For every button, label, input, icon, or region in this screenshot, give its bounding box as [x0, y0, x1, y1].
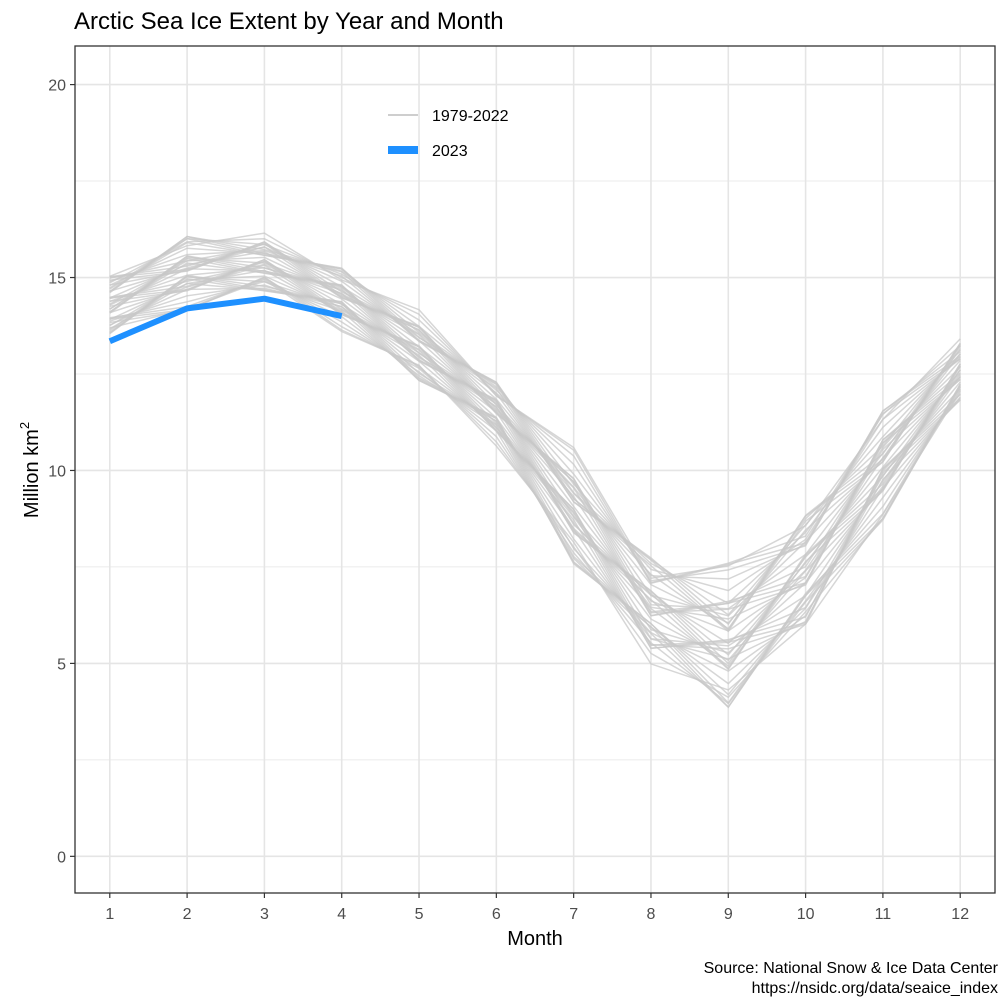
x-tick-label: 1	[105, 906, 114, 923]
panel-frame	[74, 45, 996, 894]
y-axis-label-superscript: 2	[17, 422, 32, 429]
y-axis-label: Million km2	[17, 422, 43, 518]
x-tick-label: 2	[183, 906, 192, 923]
source-caption-line-2: https://nsidc.org/data/seaice_index	[751, 980, 998, 997]
x-tick-label: 9	[724, 906, 733, 923]
x-tick-label: 4	[337, 906, 346, 923]
x-axis-label: Month	[507, 928, 563, 950]
y-tick-label: 0	[57, 849, 66, 866]
series-line-1995	[109, 256, 961, 617]
x-tick-label: 7	[569, 906, 578, 923]
y-axis-label-text: Million km	[21, 429, 43, 518]
legend-label-1: 1979-2022	[432, 108, 509, 125]
x-tick-label: 8	[647, 906, 656, 923]
series-line-2023	[108, 295, 343, 344]
source-caption-line-1: Source: National Snow & Ice Data Center	[703, 960, 998, 977]
background-series-lines	[109, 232, 961, 709]
legend-label-2: 2023	[432, 143, 468, 160]
x-tick-label: 10	[797, 906, 815, 923]
series-line-1986	[109, 247, 961, 616]
highlight-series-line	[108, 295, 343, 344]
y-axis-ticks: 0 5 10 15 20	[48, 78, 75, 866]
x-axis-ticks: 1 2 3 4 5 6 7 8 9 10 11 12	[105, 893, 969, 923]
series-line-2007	[109, 260, 961, 654]
chart-title: Arctic Sea Ice Extent by Year and Month	[74, 8, 504, 35]
y-tick-label: 10	[48, 463, 66, 480]
x-tick-label: 11	[875, 906, 892, 923]
series-line-2001	[109, 268, 961, 656]
x-tick-label: 3	[260, 906, 269, 923]
source-caption: Source: National Snow & Ice Data Center …	[704, 959, 998, 999]
series-line-2022	[109, 278, 961, 691]
y-tick-label: 15	[48, 271, 66, 288]
x-tick-label: 12	[951, 906, 969, 923]
x-tick-label: 5	[415, 906, 424, 923]
panel-border	[74, 45, 996, 894]
series-line-1981	[109, 237, 961, 585]
series-line-1979	[109, 232, 961, 580]
y-tick-label: 20	[48, 78, 66, 95]
series-line-1994	[109, 250, 961, 613]
x-tick-label: 6	[492, 906, 501, 923]
series-line-2009	[109, 269, 961, 647]
y-tick-label: 5	[57, 656, 66, 673]
legend: 1979-2022 2023	[388, 108, 509, 160]
